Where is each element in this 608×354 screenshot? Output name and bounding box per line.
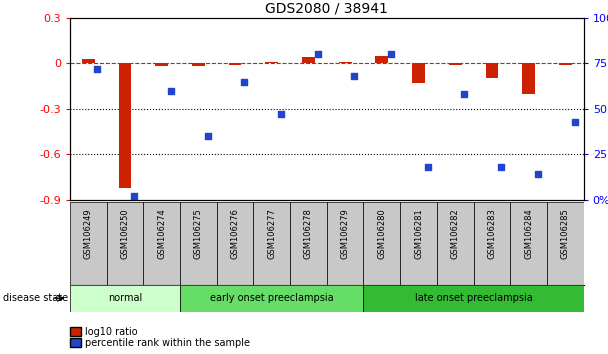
Bar: [339, 62, 351, 63]
Bar: [486, 63, 499, 79]
Bar: [216, 202, 254, 285]
Text: GSM106283: GSM106283: [488, 209, 497, 259]
Point: [350, 73, 359, 79]
Text: GSM106277: GSM106277: [268, 209, 276, 259]
Bar: [522, 63, 535, 94]
Bar: [510, 202, 547, 285]
Bar: [559, 63, 572, 65]
Bar: [547, 202, 584, 285]
Text: GSM106274: GSM106274: [157, 209, 166, 259]
Text: GSM106281: GSM106281: [414, 209, 423, 259]
Point: [570, 119, 579, 125]
Bar: [265, 62, 278, 63]
Bar: [254, 202, 290, 285]
Text: GSM106285: GSM106285: [561, 209, 570, 259]
Bar: [290, 202, 327, 285]
Bar: [412, 63, 425, 83]
Text: GSM106284: GSM106284: [524, 209, 533, 259]
Bar: [474, 202, 510, 285]
Bar: [180, 285, 364, 312]
Text: disease state: disease state: [3, 293, 68, 303]
Text: GSM106250: GSM106250: [120, 209, 130, 259]
Bar: [364, 285, 584, 312]
Bar: [437, 202, 474, 285]
Text: percentile rank within the sample: percentile rank within the sample: [85, 338, 250, 348]
Point: [202, 133, 212, 139]
Bar: [327, 202, 364, 285]
Point: [313, 51, 322, 57]
Bar: [106, 202, 143, 285]
Bar: [302, 57, 315, 63]
Bar: [192, 63, 205, 66]
Bar: [449, 63, 461, 65]
Bar: [229, 63, 241, 65]
Text: GSM106275: GSM106275: [194, 209, 203, 259]
Bar: [82, 59, 95, 63]
Point: [496, 164, 506, 170]
Point: [533, 172, 543, 177]
Point: [386, 51, 396, 57]
Bar: [400, 202, 437, 285]
Bar: [155, 63, 168, 66]
Text: GSM106278: GSM106278: [304, 209, 313, 259]
Bar: [375, 56, 389, 63]
Text: GSM106249: GSM106249: [84, 209, 93, 259]
Bar: [180, 202, 216, 285]
Point: [92, 66, 102, 72]
Point: [276, 112, 286, 117]
Text: GSM106282: GSM106282: [451, 209, 460, 259]
Bar: [364, 202, 400, 285]
Text: normal: normal: [108, 293, 142, 303]
Bar: [119, 63, 131, 188]
Text: GSM106279: GSM106279: [340, 209, 350, 259]
Text: GSM106280: GSM106280: [378, 209, 386, 259]
Bar: [70, 285, 180, 312]
Text: GSM106276: GSM106276: [230, 209, 240, 259]
Bar: [143, 202, 180, 285]
Point: [460, 91, 469, 97]
Text: late onset preeclampsia: late onset preeclampsia: [415, 293, 533, 303]
Point: [130, 194, 139, 199]
Text: log10 ratio: log10 ratio: [85, 327, 138, 337]
Point: [240, 79, 249, 84]
Point: [166, 88, 176, 93]
Point: [423, 164, 432, 170]
Text: early onset preeclampsia: early onset preeclampsia: [210, 293, 334, 303]
Title: GDS2080 / 38941: GDS2080 / 38941: [265, 1, 389, 15]
Bar: [70, 202, 106, 285]
